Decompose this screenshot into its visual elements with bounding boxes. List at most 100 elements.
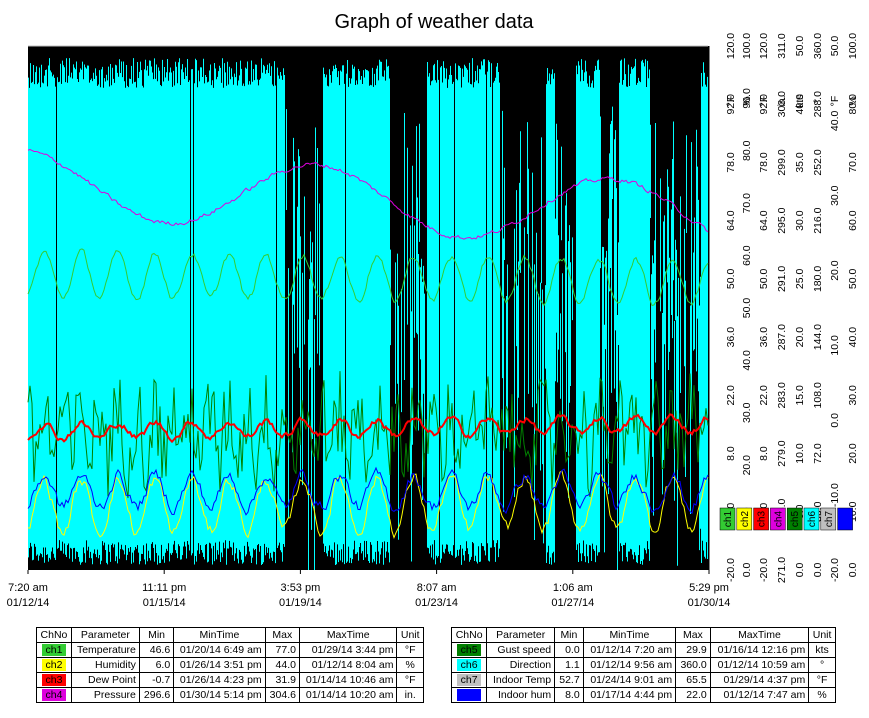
y-tick-label-ch7: 40.0 xyxy=(829,110,841,131)
col-header-mintime: MinTime xyxy=(173,627,266,643)
y-tick-label-ch5: 30.0 xyxy=(794,210,806,231)
cell-mintime: 01/12/14 9:56 am xyxy=(582,657,677,673)
y-tick-label-ch2: 70.0 xyxy=(741,193,753,214)
legend-swatch-ch7 xyxy=(820,507,837,531)
y-tick-label-ch3: 22.0 xyxy=(758,385,770,406)
y-tick-label-ch4: 303.0 xyxy=(776,91,788,117)
series-line-ch2 xyxy=(27,469,709,539)
table-row: ch1 Temperature 46.6 01/20/14 6:49 am 77.0 01… xyxy=(36,642,424,658)
stats-table-left: ChNo Parameter Min MinTime Max MaxTime U… xyxy=(36,627,424,703)
y-tick-label-ch2: 40.0 xyxy=(741,350,753,371)
y-axis-unit-ch1: °F xyxy=(725,96,737,107)
cell-max: 31.9 xyxy=(264,672,300,688)
y-tick-label-ch1: 36.0 xyxy=(725,327,737,348)
cell-min: 0.0 xyxy=(554,642,584,658)
y-tick-label-ch7: 20.0 xyxy=(829,260,841,281)
legend-swatch-ch2 xyxy=(736,507,753,531)
cell-min: 46.6 xyxy=(138,642,175,658)
cell-chno: ch5 xyxy=(450,642,488,658)
y-tick-label-ch8: 60.0 xyxy=(847,210,859,231)
cell-unit: % xyxy=(396,657,424,673)
cell-min: 6.0 xyxy=(138,657,175,673)
series-line-ch3 xyxy=(27,413,709,444)
y-tick-label-ch4: 291.0 xyxy=(776,266,788,292)
channel-swatch: ch1 xyxy=(41,643,66,656)
y-tick-label-ch8: 50.0 xyxy=(847,269,859,290)
y-tick-label-ch5: 40.0 xyxy=(794,94,806,115)
channel-swatch: ch7 xyxy=(457,673,482,686)
y-tick-label-ch2: 0.0 xyxy=(741,563,753,578)
y-axis-unit-ch6: ° xyxy=(812,99,824,103)
y-tick-label-ch4: 295.0 xyxy=(776,207,788,233)
y-tick-label-ch4: 271.0 xyxy=(776,557,788,583)
y-tick-label-ch7: 30.0 xyxy=(829,185,841,206)
col-header-max: Max xyxy=(264,627,300,643)
col-header-parameter: Parameter xyxy=(486,627,556,643)
y-tick-label-ch3: 36.0 xyxy=(758,327,770,348)
cell-unit: °F xyxy=(808,672,836,688)
cell-parameter: Direction xyxy=(486,657,556,673)
legend-swatch-ch4 xyxy=(770,507,786,531)
cell-chno: ch1 xyxy=(36,642,72,658)
channel-swatch: ch2 xyxy=(41,658,66,671)
table-header-row: ChNo Parameter Min MinTime Max MaxTime U… xyxy=(450,627,836,643)
legend-swatch-ch8 xyxy=(837,507,853,531)
y-axis-unit-ch3: °F xyxy=(758,96,770,107)
col-header-max: Max xyxy=(675,627,711,643)
x-axis: 7:20 am 01/12/14 11:11 pm 01/15/14 3:53 pm 01… xyxy=(7,570,731,609)
legend-label-ch4: ch4 xyxy=(773,511,784,528)
cell-parameter: Temperature xyxy=(70,642,140,658)
y-tick-label-ch6: 216.0 xyxy=(812,207,824,233)
y-tick-label-ch3: -20.0 xyxy=(758,558,770,582)
channel-swatch: ch6 xyxy=(457,658,482,671)
cell-max: 65.5 xyxy=(675,672,711,688)
x-tick-label-date: 01/30/14 xyxy=(688,597,731,609)
y-tick-label-ch4: 283.0 xyxy=(776,382,788,408)
col-header-unit: Unit xyxy=(808,627,836,643)
col-header-min: Min xyxy=(554,627,584,643)
series-layer xyxy=(27,45,709,539)
y-tick-label-ch3: 78.0 xyxy=(758,152,770,173)
cell-chno: ch4 xyxy=(36,687,72,703)
y-tick-label-ch6: 360.0 xyxy=(812,33,824,59)
cell-parameter: Indoor hum xyxy=(486,687,556,703)
legend-swatch-ch5 xyxy=(786,507,803,531)
y-tick-label-ch1: 50.0 xyxy=(725,269,737,290)
y-tick-label-ch7: 0.0 xyxy=(829,413,841,428)
y-axis-unit-ch2: % xyxy=(741,96,753,105)
col-header-chno: ChNo xyxy=(450,627,488,643)
cell-maxtime: 01/12/14 10:59 am xyxy=(709,657,810,673)
y-tick-label-ch6: 144.0 xyxy=(812,324,824,350)
y-axis-unit-ch8: % xyxy=(847,96,859,105)
table-row: ch4 Pressure 296.6 01/30/14 5:14 pm 304.6 01/… xyxy=(36,687,424,703)
cell-mintime: 01/17/14 4:44 pm xyxy=(582,687,677,703)
x-tick-label-time: 11:11 pm xyxy=(142,582,186,594)
cell-maxtime: 01/12/14 7:47 am xyxy=(709,687,810,703)
y-axis-unit-ch7: °F xyxy=(829,96,841,107)
y-tick-label-ch4: 279.0 xyxy=(776,440,788,466)
y-tick-label-ch2: 20.0 xyxy=(741,455,753,476)
y-tick-label-ch6: 180.0 xyxy=(812,266,824,292)
cell-mintime: 01/12/14 7:20 am xyxy=(582,642,677,658)
cell-max: 29.9 xyxy=(675,642,711,658)
cell-mintime: 01/26/14 4:23 pm xyxy=(173,672,266,688)
legend-label-ch5: ch5 xyxy=(790,511,801,528)
direction-band-layer xyxy=(28,58,708,570)
cell-maxtime: 01/29/14 3:44 pm xyxy=(298,642,398,658)
legend-swatch-ch1 xyxy=(719,507,736,531)
y-axis-unit-ch5: kts xyxy=(794,94,806,107)
cell-parameter: Gust speed xyxy=(486,642,556,658)
y-tick-label-ch4: 287.0 xyxy=(776,324,788,350)
x-tick-label-time: 7:20 am xyxy=(8,582,48,594)
y-tick-label-ch7: -20.0 xyxy=(829,558,841,582)
y-axes: 120.092.078.064.050.036.022.08.0-6.0-20.… xyxy=(725,33,859,583)
table-row: ch8 Indoor hum 8.0 01/17/14 4:44 pm 22.0 01/1… xyxy=(450,687,836,703)
cell-chno: ch6 xyxy=(450,657,488,673)
cell-mintime: 01/30/14 5:14 pm xyxy=(173,687,266,703)
chart-title: Graph of weather data xyxy=(334,11,534,33)
x-tick-label-date: 01/27/14 xyxy=(551,597,594,609)
table-row: ch5 Gust speed 0.0 01/12/14 7:20 am 29.9 01/1… xyxy=(450,642,836,658)
col-header-min: Min xyxy=(138,627,175,643)
legend-label-ch1: ch1 xyxy=(723,511,734,528)
cell-max: 77.0 xyxy=(264,642,300,658)
